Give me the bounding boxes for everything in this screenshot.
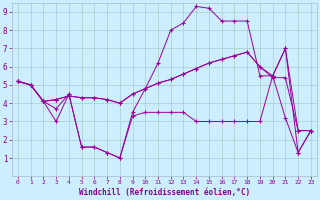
X-axis label: Windchill (Refroidissement éolien,°C): Windchill (Refroidissement éolien,°C): [79, 188, 250, 197]
